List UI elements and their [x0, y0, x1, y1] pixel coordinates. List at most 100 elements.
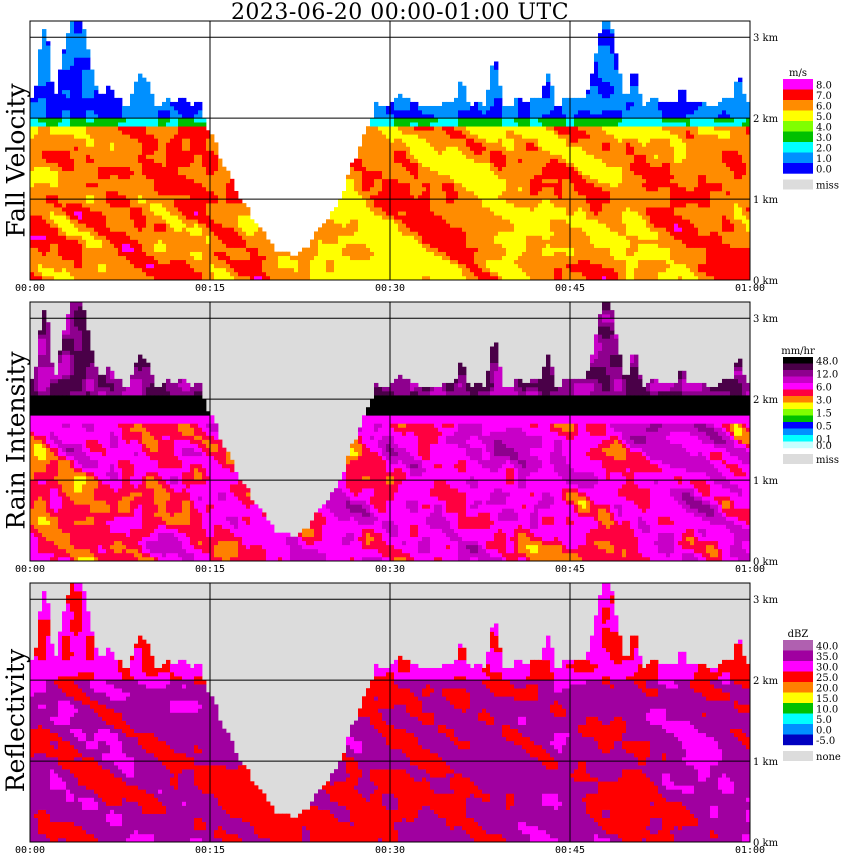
legend-swatch: [783, 376, 813, 384]
heatmap-cell: [498, 552, 503, 558]
heatmap-cell: [38, 49, 43, 87]
heatmap-cell: [726, 415, 731, 424]
heatmap-cell: [322, 504, 327, 517]
heatmap-cell: [342, 761, 347, 782]
heatmap-cell: [498, 178, 503, 196]
heatmap-cell: [538, 508, 543, 538]
heatmap-cell: [254, 223, 259, 232]
heatmap-cell: [410, 391, 415, 396]
heatmap-cell: [414, 101, 419, 119]
heatmap-cell: [614, 471, 619, 505]
heatmap-cell: [102, 548, 107, 554]
heatmap-cell: [602, 391, 607, 396]
heatmap-cell: [78, 785, 83, 798]
heatmap-cell: [230, 463, 235, 473]
heatmap-cell: [142, 684, 147, 734]
heatmap-cell: [706, 105, 711, 119]
heatmap-cell: [358, 777, 363, 794]
heatmap-cell: [682, 378, 687, 392]
heatmap-cell: [450, 528, 455, 542]
heatmap-cell: [386, 395, 391, 416]
heatmap-cell: [554, 251, 559, 269]
heatmap-cell: [350, 825, 355, 843]
heatmap-cell: [166, 532, 171, 554]
heatmap-cell: [214, 142, 219, 155]
heatmap-cell: [426, 243, 431, 252]
heatmap-cell: [166, 435, 171, 440]
heatmap-cell: [682, 263, 687, 281]
heatmap-cell: [170, 484, 175, 489]
heatmap-cell: [50, 382, 55, 396]
heatmap-cell: [730, 532, 735, 546]
heatmap-cell: [494, 235, 499, 244]
heatmap-cell: [742, 395, 747, 416]
heatmap-cell: [206, 793, 211, 843]
heatmap-cell: [478, 395, 483, 416]
heatmap-cell: [82, 310, 87, 380]
heatmap-cell: [86, 126, 91, 135]
heatmap-cell: [494, 174, 499, 216]
heatmap-cell: [366, 480, 371, 489]
heatmap-cell: [142, 366, 147, 396]
heatmap-cell: [46, 267, 51, 277]
heatmap-cell: [490, 382, 495, 388]
heatmap-cell: [602, 182, 607, 192]
heatmap-cell: [370, 548, 375, 558]
heatmap-cell: [130, 463, 135, 477]
heatmap-cell: [406, 431, 411, 453]
heatmap-cell: [542, 178, 547, 184]
heatmap-cell: [46, 552, 51, 562]
heatmap-cell: [530, 391, 535, 396]
heatmap-cell: [486, 451, 491, 461]
heatmap-cell: [694, 126, 699, 188]
heatmap-cell: [642, 126, 647, 147]
heatmap-cell: [190, 712, 195, 758]
heatmap-cell: [430, 146, 435, 172]
heatmap-cell: [406, 757, 411, 774]
heatmap-cell: [658, 552, 663, 562]
heatmap-cell: [122, 391, 127, 396]
heatmap-cell: [598, 33, 603, 46]
heatmap-cell: [422, 386, 427, 392]
heatmap-cell: [658, 467, 663, 473]
heatmap-cell: [54, 134, 59, 151]
heatmap-cell: [46, 45, 51, 82]
heatmap-cell: [718, 114, 723, 119]
heatmap-cell: [694, 516, 699, 538]
heatmap-cell: [42, 619, 47, 661]
heatmap-cell: [142, 77, 147, 119]
heatmap-cell: [154, 162, 159, 192]
heatmap-cell: [354, 785, 359, 790]
heatmap-cell: [638, 447, 643, 453]
heatmap-cell: [190, 162, 195, 180]
heatmap-cell: [54, 118, 59, 127]
heatmap-cell: [130, 207, 135, 220]
heatmap-cell: [710, 118, 715, 127]
legend-swatch: [783, 131, 813, 143]
heatmap-cell: [458, 528, 463, 538]
heatmap-cell: [46, 386, 51, 396]
heatmap-cell: [646, 455, 651, 461]
heatmap-cell: [42, 122, 47, 127]
heatmap-cell: [522, 532, 527, 554]
heatmap-cell: [690, 496, 695, 509]
heatmap-cell: [422, 724, 427, 750]
heatmap-cell: [62, 635, 67, 661]
heatmap-cell: [714, 386, 719, 392]
heatmap-cell: [618, 443, 623, 461]
heatmap-cell: [154, 556, 159, 562]
heatmap-cell: [214, 459, 219, 525]
heatmap-cell: [666, 439, 671, 465]
heatmap-cell: [502, 395, 507, 416]
heatmap-cell: [102, 178, 107, 216]
heatmap-cell: [150, 158, 155, 180]
heatmap-cell: [62, 451, 67, 457]
heatmap-cell: [162, 166, 167, 196]
heatmap-cell: [118, 712, 123, 729]
heatmap-cell: [370, 680, 375, 725]
heatmap-cell: [114, 231, 119, 248]
heatmap-cell: [50, 170, 55, 188]
heatmap-cell: [586, 118, 591, 127]
heatmap-cell: [134, 118, 139, 127]
heatmap-cell: [406, 680, 411, 689]
